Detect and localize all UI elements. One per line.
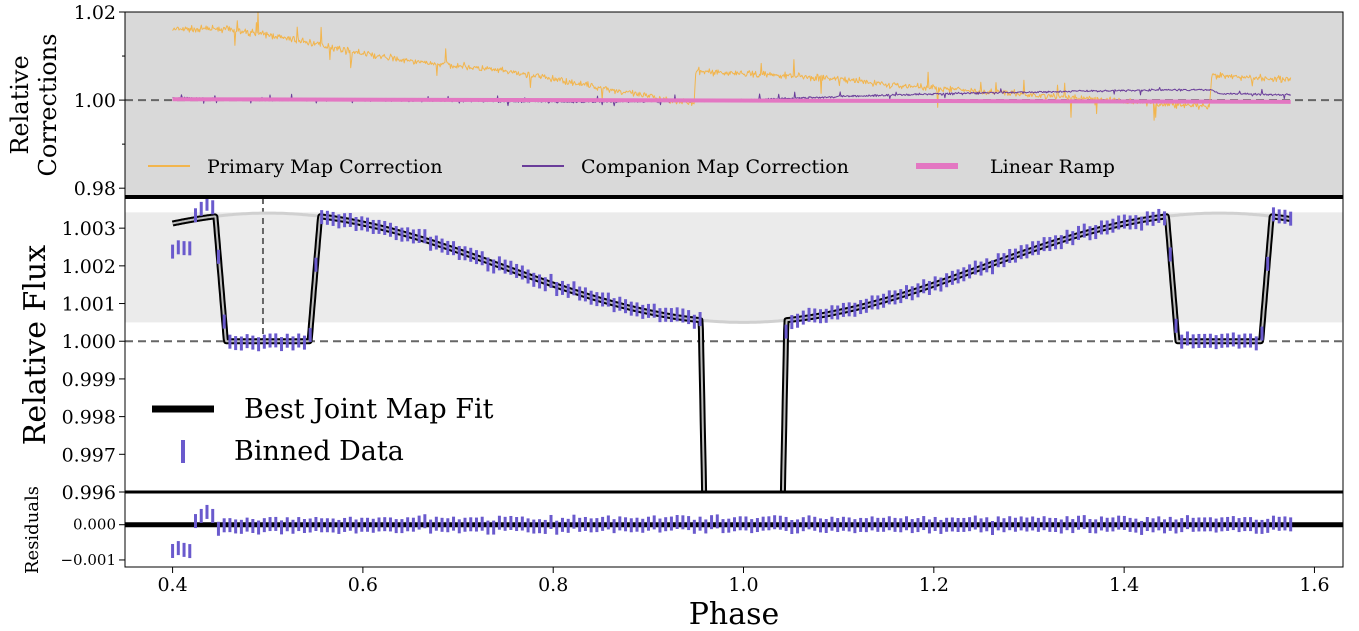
legend-label-model: Best Joint Map Fit	[244, 394, 494, 425]
x-tick-label: 0.4	[157, 574, 187, 596]
flux-y-tick-label: 0.999	[62, 369, 116, 391]
corrections-y-tick-label: 0.98	[74, 178, 116, 200]
best-fit-model-core	[172, 215, 1292, 492]
flux-legend: Best Joint Map Fit Binned Data	[152, 394, 494, 467]
corrections-plot-area	[125, 12, 1343, 121]
flux-y-tick-label: 1.002	[62, 256, 116, 278]
corrections-y-ticks: 1.02 1.00 0.98	[74, 2, 125, 200]
linear-ramp-line	[172, 97, 1291, 104]
residuals-plot-area	[125, 504, 1343, 559]
x-tick-label: 1.2	[919, 574, 949, 596]
x-tick-label: 1.6	[1299, 574, 1329, 596]
flux-shaded-band	[125, 212, 1343, 323]
corrections-ylabel-line2: Corrections	[34, 34, 62, 177]
legend-label-primary: Primary Map Correction	[207, 156, 443, 178]
flux-ylabel: Relative Flux	[18, 245, 53, 445]
flux-y-tick-label: 0.996	[62, 482, 116, 504]
flux-y-tick-label: 1.001	[62, 294, 116, 316]
flux-plot-area	[125, 198, 1343, 492]
corrections-ylabel-line1: Relative	[6, 55, 34, 154]
flux-panel: 0.996 0.997 0.998 0.999 1.000 1.001 1.002 1.003…	[18, 197, 1344, 504]
corrections-panel: 1.02 1.00 0.98 Relative Corrections Primar…	[6, 2, 1344, 200]
legend-label-ramp: Linear Ramp	[990, 156, 1115, 178]
corrections-y-tick-label: 1.00	[74, 90, 116, 112]
flux-y-ticks: 0.996 0.997 0.998 0.999 1.000 1.001 1.002 1.003	[62, 218, 125, 504]
corrections-y-tick-label: 1.02	[74, 2, 116, 24]
legend-label-companion: Companion Map Correction	[581, 156, 849, 178]
residuals-y-tick-label: 0.000	[73, 516, 116, 534]
flux-y-tick-label: 1.003	[62, 218, 116, 240]
flux-y-tick-label: 1.000	[62, 331, 116, 353]
residuals-y-ticks: 0.000 −0.001	[60, 516, 125, 569]
x-tick-label: 0.6	[348, 574, 378, 596]
residuals-y-tick-label: −0.001	[60, 551, 116, 569]
flux-y-tick-label: 0.998	[62, 407, 116, 429]
x-tick-label: 1.0	[728, 574, 758, 596]
residuals-panel: 0.000 −0.001 0.4 0.6 0.8 1.0 1.2 1.4 1.6 Residu…	[22, 486, 1344, 631]
legend-label-binned: Binned Data	[234, 436, 404, 467]
corrections-legend: Primary Map Correction Companion Map Cor…	[148, 156, 1115, 178]
x-ticks: 0.4 0.6 0.8 1.0 1.2 1.4 1.6	[157, 567, 1330, 596]
flux-y-tick-label: 0.997	[62, 444, 116, 466]
x-tick-label: 1.4	[1109, 574, 1139, 596]
x-axis-label: Phase	[689, 597, 780, 631]
corrections-background	[125, 12, 1343, 197]
residuals-ylabel: Residuals	[22, 486, 43, 574]
x-tick-label: 0.8	[538, 574, 568, 596]
